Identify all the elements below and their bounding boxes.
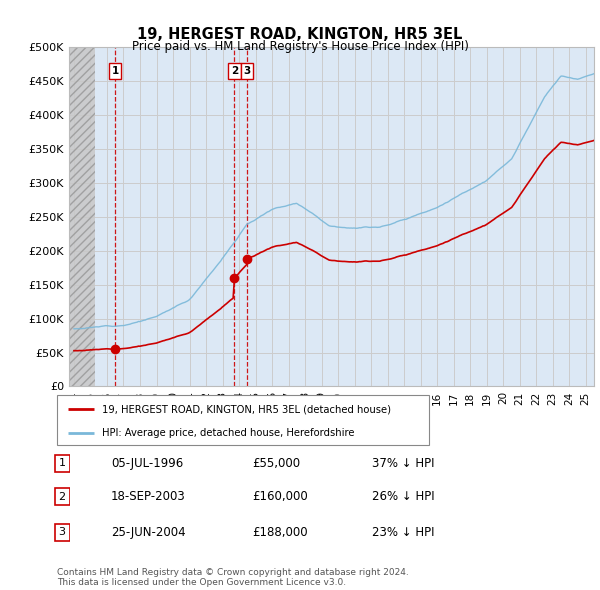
Text: 2: 2 [231,66,238,76]
FancyBboxPatch shape [57,395,429,445]
Text: 23% ↓ HPI: 23% ↓ HPI [372,526,434,539]
Text: 18-SEP-2003: 18-SEP-2003 [111,490,186,503]
FancyBboxPatch shape [55,455,70,471]
Text: 1: 1 [59,458,65,468]
Text: 1: 1 [112,66,119,76]
Text: 3: 3 [59,527,65,537]
Text: 3: 3 [244,66,251,76]
Text: 37% ↓ HPI: 37% ↓ HPI [372,457,434,470]
FancyBboxPatch shape [55,489,70,505]
Text: 25-JUN-2004: 25-JUN-2004 [111,526,185,539]
Text: 2: 2 [59,492,66,502]
Text: Price paid vs. HM Land Registry's House Price Index (HPI): Price paid vs. HM Land Registry's House … [131,40,469,53]
Text: £55,000: £55,000 [252,457,300,470]
Text: 05-JUL-1996: 05-JUL-1996 [111,457,183,470]
FancyBboxPatch shape [55,524,70,540]
Text: 19, HERGEST ROAD, KINGTON, HR5 3EL (detached house): 19, HERGEST ROAD, KINGTON, HR5 3EL (deta… [101,404,391,414]
Bar [69,47,95,386]
Text: Contains HM Land Registry data © Crown copyright and database right 2024.
This d: Contains HM Land Registry data © Crown c… [57,568,409,587]
Text: 19, HERGEST ROAD, KINGTON, HR5 3EL: 19, HERGEST ROAD, KINGTON, HR5 3EL [137,27,463,41]
Text: £188,000: £188,000 [252,526,308,539]
Text: 26% ↓ HPI: 26% ↓ HPI [372,490,434,503]
Text: £160,000: £160,000 [252,490,308,503]
Text: HPI: Average price, detached house, Herefordshire: HPI: Average price, detached house, Here… [101,428,354,438]
